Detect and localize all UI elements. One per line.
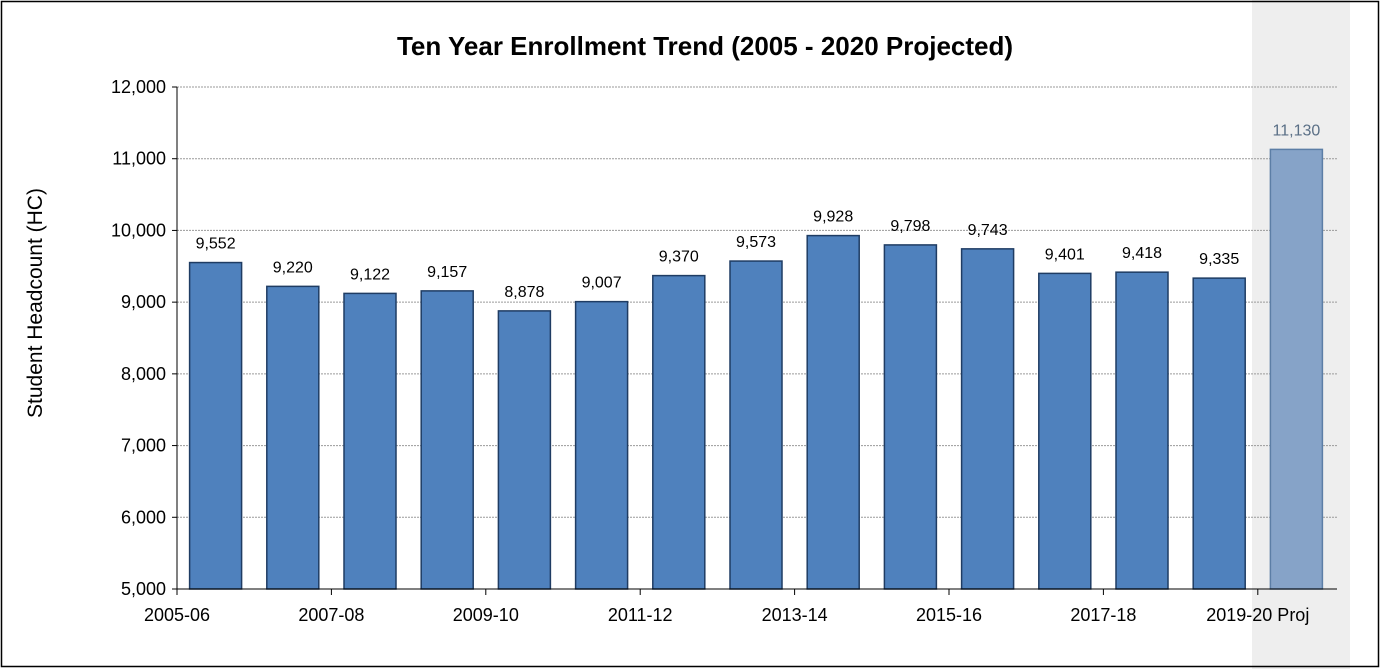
bar (883, 244, 938, 590)
bar (1038, 272, 1092, 590)
bar (420, 290, 474, 590)
x-tick-label: 2011-12 (608, 605, 673, 625)
y-tick-label: 7,000 (121, 436, 166, 456)
y-tick-label: 8,000 (121, 364, 166, 384)
x-tick-label: 2017-18 (1070, 605, 1136, 625)
data-label: 8,878 (504, 284, 544, 301)
data-label: 9,122 (350, 266, 390, 283)
y-axis-ticks: 5,000 6,000 7,000 8,000 9,000 10,000 11,000 12,… (111, 77, 177, 599)
bar (729, 260, 783, 590)
bar (188, 261, 243, 590)
data-label: 9,157 (427, 264, 467, 281)
data-label: 9,418 (1122, 245, 1162, 262)
bar (960, 248, 1015, 590)
y-tick-label: 5,000 (121, 579, 166, 599)
x-axis-ticks: 2005-06 2007-08 2009-10 2011-12 2013-14 2015-… (144, 589, 1309, 625)
y-axis-label: Student Headcount (HC) (24, 188, 47, 418)
bar (652, 274, 706, 590)
bar (497, 310, 552, 590)
data-label: 9,552 (196, 236, 236, 253)
bar (806, 234, 860, 590)
y-tick-label: 10,000 (111, 220, 166, 240)
data-label: 11,130 (1273, 122, 1321, 139)
data-labels: 9,552 9,220 9,122 9,157 8,878 9,007 9,370 9,573… (196, 122, 1321, 301)
x-tick-label: 2013-14 (762, 605, 828, 625)
bar (266, 285, 320, 590)
y-tick-label: 12,000 (111, 77, 166, 97)
data-label: 9,928 (813, 209, 853, 226)
bar-projected (1269, 148, 1324, 590)
bar (343, 292, 397, 590)
x-tick-label: 2007-08 (298, 605, 364, 625)
y-tick-label: 6,000 (121, 507, 166, 527)
bars (188, 148, 1324, 590)
data-label: 9,370 (659, 249, 699, 266)
bar (1192, 277, 1246, 590)
x-tick-label: 2009-10 (453, 605, 519, 625)
data-label: 9,007 (582, 275, 622, 292)
data-label: 9,220 (273, 259, 313, 276)
y-tick-label: 9,000 (121, 292, 166, 312)
data-label: 9,573 (736, 234, 776, 251)
data-label: 9,401 (1045, 246, 1085, 263)
data-label: 9,798 (890, 218, 930, 235)
bar (1115, 271, 1169, 590)
chart-title: Ten Year Enrollment Trend (2005 - 2020 P… (397, 31, 1013, 61)
x-tick-label: 2019-20 Proj (1206, 605, 1309, 625)
y-tick-label: 11,000 (112, 149, 166, 169)
data-label: 9,335 (1199, 251, 1239, 268)
data-label: 9,743 (968, 222, 1008, 239)
bar (574, 300, 629, 590)
x-tick-label: 2005-06 (144, 605, 210, 625)
x-tick-label: 2015-16 (916, 605, 982, 625)
